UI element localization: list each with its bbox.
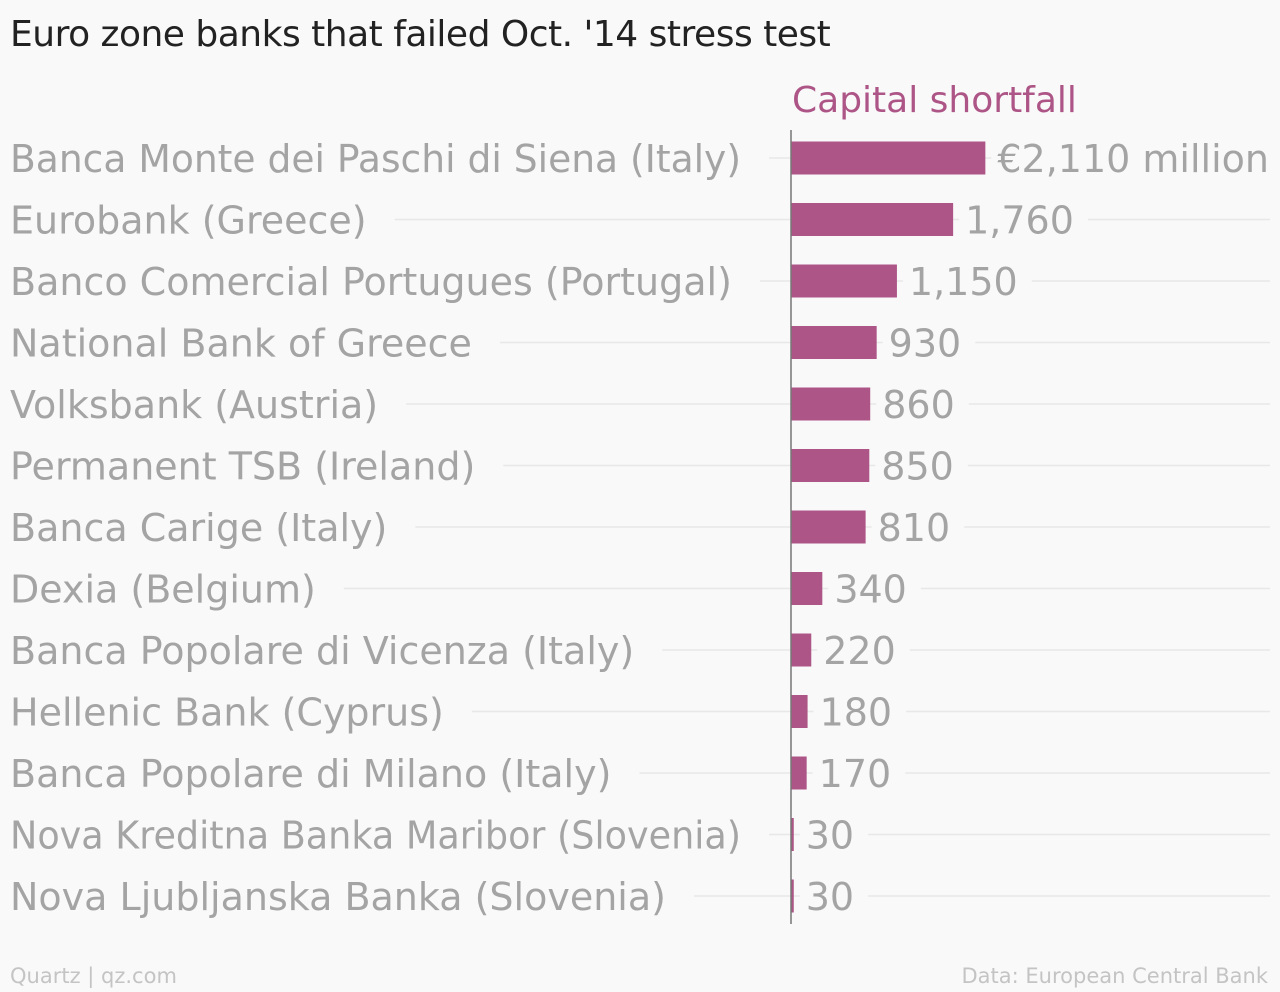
value-label: 850 [881,445,954,489]
label-backdrop [0,442,504,491]
value-label: 30 [806,875,854,919]
category-label: Banca Monte dei Paschi di Siena (Italy) [10,137,741,181]
bar [791,203,954,236]
bar [791,879,794,913]
value-label: 170 [819,752,892,796]
category-label: Banca Popolare di Milano (Italy) [10,752,611,796]
bar [791,264,897,298]
category-label: Dexia (Belgium) [10,568,316,612]
label-backdrop [828,565,921,614]
label-backdrop [0,381,407,429]
category-label: Nova Ljubljanska Banka (Slovenia) [10,875,666,919]
label-backdrop [991,135,1280,183]
value-label: 180 [820,691,893,735]
value-label: 1,150 [909,260,1018,304]
value-label: 30 [806,814,854,858]
value-label: 860 [882,383,955,427]
bars [791,141,986,913]
value-label: 810 [878,506,951,550]
category-label: Eurobank (Greece) [10,199,367,243]
bar [791,633,812,667]
value-label: 340 [834,568,907,612]
category-label: National Bank of Greece [10,322,472,366]
label-backdrop [959,196,1088,245]
label-backdrop [0,504,416,552]
label-backdrop [0,688,472,737]
label-backdrop [812,750,906,798]
label-backdrop [0,565,344,614]
label-backdrop [876,381,969,429]
value-label: 930 [889,322,962,366]
label-backdrop [799,811,869,860]
bar [791,449,870,482]
bar [791,572,823,605]
bar [791,756,807,790]
label-backdrop [871,504,965,552]
label-backdrop [799,873,869,921]
label-backdrop [0,873,694,921]
label-backdrop [813,688,907,737]
bar [791,818,794,851]
label-backdrop [875,442,968,491]
category-label: Permanent TSB (Ireland) [10,445,475,489]
label-backdrop [0,135,769,183]
label-backdrop [0,750,640,798]
bar [791,695,808,728]
category-label: Volksbank (Austria) [10,383,378,427]
category-label: Banca Popolare di Vicenza (Italy) [10,629,634,673]
labels: Banca Monte dei Paschi di Siena (Italy) €… [0,135,1280,921]
bar [791,510,866,544]
series-label: Capital shortfall [792,80,1077,121]
label-backdrop [0,258,760,306]
value-label: 1,760 [965,199,1074,243]
label-backdrop [0,811,769,860]
value-label: €2,110 million [997,137,1269,181]
label-backdrop [902,258,1032,306]
category-label: Banca Carige (Italy) [10,506,387,550]
label-backdrop [0,319,500,368]
chart-title: Euro zone banks that failed Oct. '14 str… [10,14,831,55]
value-label: 220 [823,629,896,673]
bar [791,326,877,359]
category-label: Banco Comercial Portugues (Portugal) [10,260,732,304]
label-backdrop [817,627,910,675]
bar [791,387,871,421]
label-backdrop [882,319,976,368]
label-backdrop [0,627,663,675]
category-label: Hellenic Bank (Cyprus) [10,691,444,735]
footer-source: Data: European Central Bank [961,964,1268,988]
footer-credit: Quartz | qz.com [10,964,177,988]
category-label: Nova Kreditna Banka Maribor (Slovenia) [10,814,741,858]
bar [791,141,986,175]
label-backdrop [0,196,395,245]
